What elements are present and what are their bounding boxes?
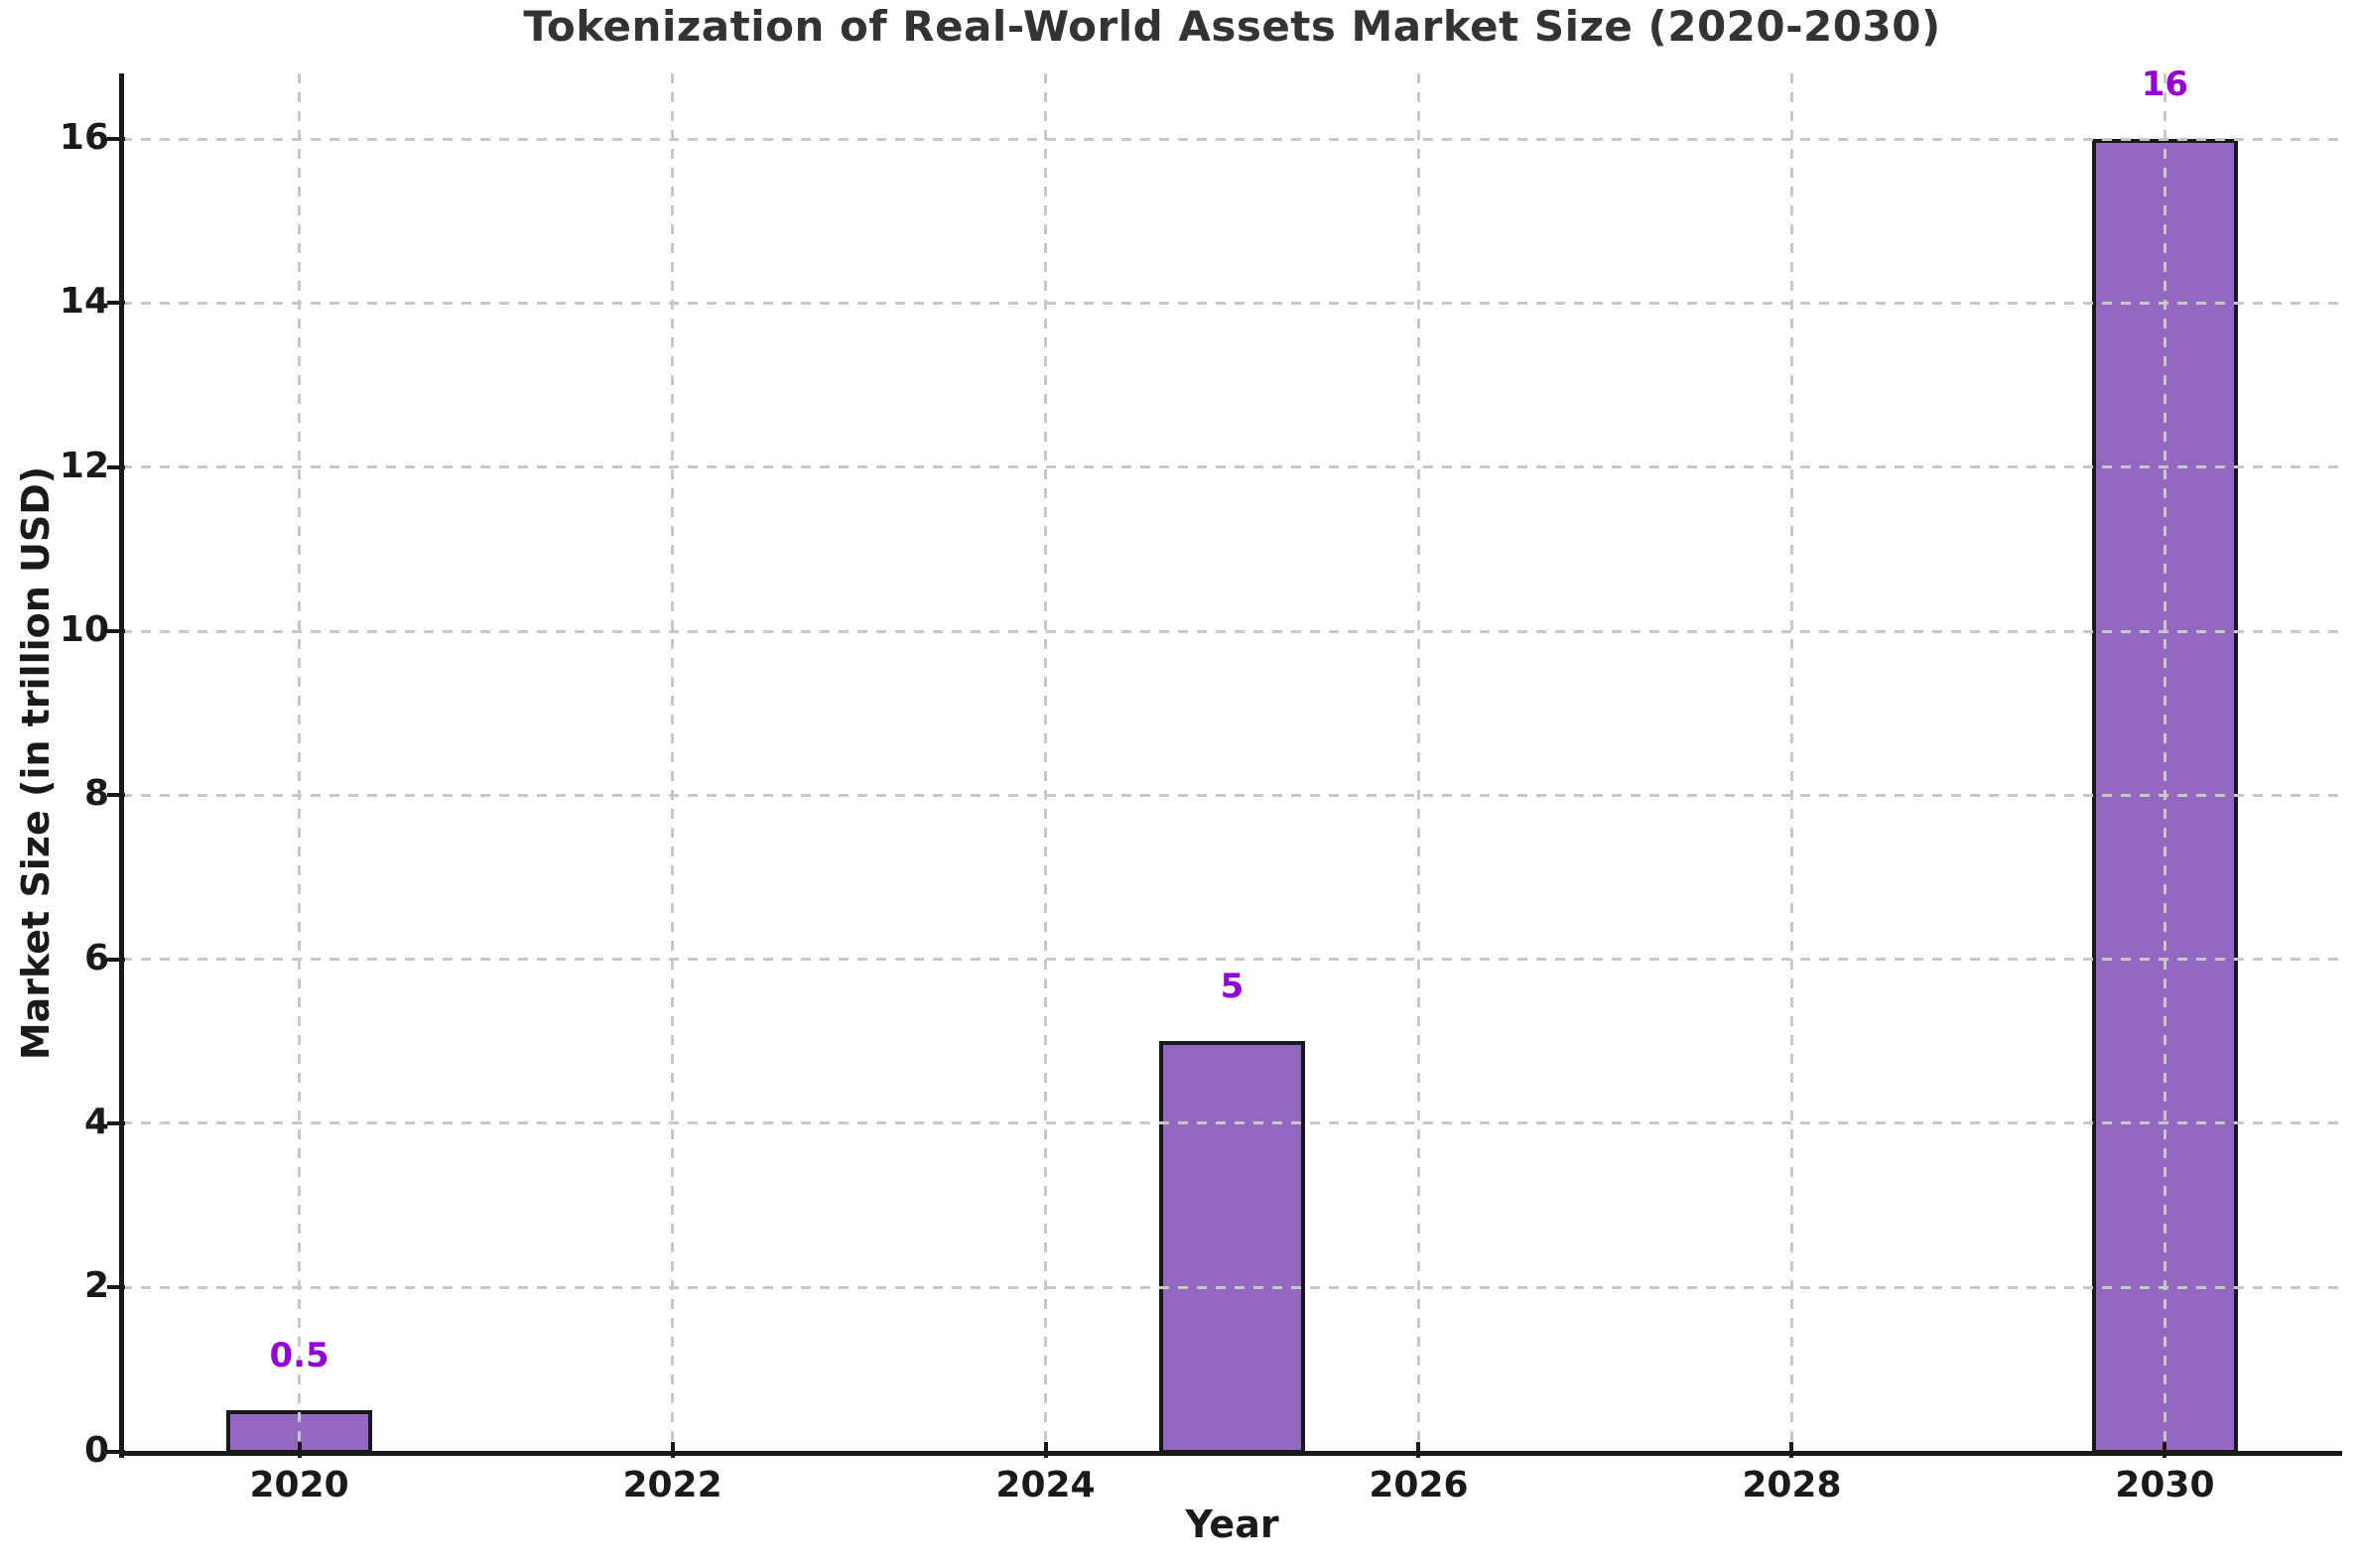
bar-value-label: 16 <box>2141 65 2189 105</box>
gridline-h <box>122 958 2342 962</box>
x-tick-label: 2020 <box>249 1465 349 1505</box>
y-tick-mark <box>107 1120 125 1125</box>
bar <box>1159 1041 1305 1454</box>
y-tick-mark <box>107 1285 125 1290</box>
y-tick-mark <box>107 1449 125 1454</box>
bar-value-label: 0.5 <box>269 1336 329 1376</box>
gridline-h <box>122 629 2342 633</box>
y-tick-label: 10 <box>59 609 109 650</box>
gridline-h <box>122 793 2342 797</box>
x-tick-label: 2022 <box>622 1465 722 1505</box>
y-tick-label: 16 <box>59 117 109 159</box>
gridline-h <box>122 301 2342 305</box>
gridline-v <box>1789 73 1793 1452</box>
x-tick-mark <box>1043 1442 1048 1458</box>
y-tick-label: 12 <box>59 445 109 486</box>
y-tick-label: 8 <box>83 773 109 815</box>
x-tick-mark <box>2163 1442 2167 1458</box>
x-axis-spine <box>119 1451 2342 1456</box>
y-tick-mark <box>107 957 125 962</box>
gridline-v <box>1044 73 1048 1452</box>
y-tick-mark <box>107 301 125 306</box>
y-tick-label: 4 <box>83 1101 109 1142</box>
gridline-h <box>122 465 2342 469</box>
x-tick-label: 2026 <box>1369 1465 1469 1505</box>
gridline-v <box>298 73 302 1452</box>
y-tick-label: 2 <box>83 1265 109 1307</box>
y-tick-mark <box>107 137 125 142</box>
x-tick-label: 2028 <box>1742 1465 1842 1505</box>
x-tick-mark <box>1416 1442 1421 1458</box>
x-axis-label: Year <box>1185 1503 1279 1546</box>
bar-value-label: 5 <box>1220 967 1245 1007</box>
x-tick-mark <box>1789 1442 1794 1458</box>
y-tick-mark <box>107 464 125 469</box>
gridline-v <box>671 73 675 1452</box>
y-tick-label: 6 <box>83 937 109 979</box>
x-tick-label: 2030 <box>2115 1465 2215 1505</box>
chart-title: Tokenization of Real-World Assets Market… <box>523 2 1941 51</box>
gridline-h <box>122 1121 2342 1125</box>
gridline-v <box>1416 73 1420 1452</box>
x-tick-mark <box>670 1442 675 1458</box>
x-tick-label: 2024 <box>995 1465 1096 1505</box>
y-tick-label: 14 <box>59 281 109 323</box>
y-axis-label: Market Size (in trillion USD) <box>14 465 58 1061</box>
gridline-h <box>122 137 2342 141</box>
y-axis-spine <box>119 73 124 1458</box>
gridline-h <box>122 1285 2342 1289</box>
y-tick-mark <box>107 629 125 633</box>
gridline-v <box>2163 73 2166 1452</box>
x-tick-mark <box>297 1442 302 1458</box>
y-tick-label: 0 <box>83 1429 109 1471</box>
y-tick-mark <box>107 793 125 798</box>
